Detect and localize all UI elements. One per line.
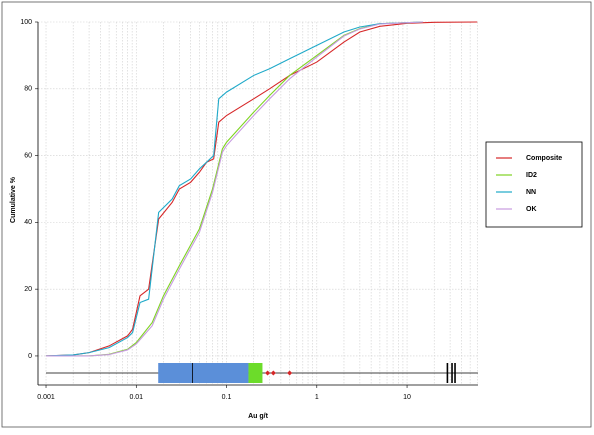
- box: [158, 363, 249, 383]
- legend-box: [485, 141, 583, 228]
- box-upper: [248, 363, 263, 383]
- legend-label: Composite: [526, 155, 562, 162]
- legend-label: NN: [526, 189, 536, 196]
- y-tick-label: 0: [28, 353, 32, 360]
- x-tick-label: 1: [315, 394, 319, 401]
- y-tick-label: 80: [24, 86, 32, 93]
- x-tick-label: 0.001: [37, 394, 55, 401]
- y-tick-label: 60: [24, 152, 32, 159]
- legend-label: ID2: [526, 172, 537, 179]
- series-line: [45, 21, 423, 357]
- frame: [1, 1, 592, 428]
- y-tick-label: 100: [20, 19, 32, 26]
- series-line: [46, 21, 423, 357]
- x-tick-label: 0.1: [222, 394, 232, 401]
- y-axis-label: Cumulative %: [10, 176, 17, 223]
- y-tick-label: 40: [24, 219, 32, 226]
- x-tick-label: 10: [403, 394, 411, 401]
- x-tick-label: 0.01: [129, 394, 143, 401]
- outlier: [287, 370, 293, 376]
- series-line: [46, 21, 423, 357]
- outlier: [270, 370, 276, 376]
- legend-label: OK: [526, 206, 537, 213]
- x-axis-label: Au g/t: [248, 413, 268, 420]
- y-tick-label: 20: [24, 286, 32, 293]
- outlier: [265, 370, 271, 376]
